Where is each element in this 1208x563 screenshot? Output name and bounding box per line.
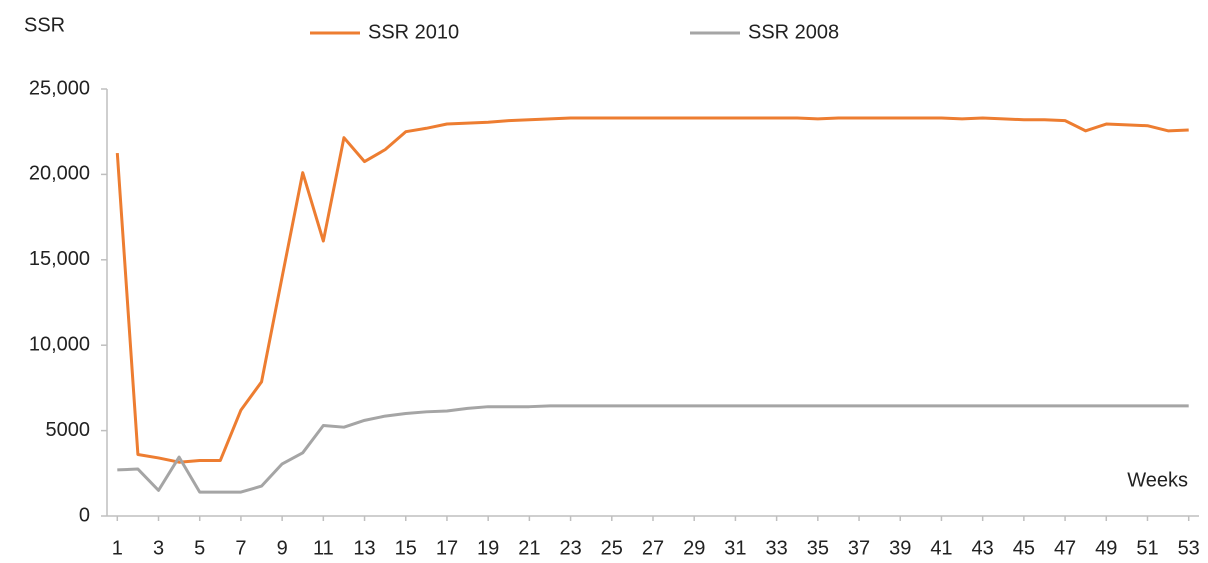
x-tick-label: 23 [559,537,581,559]
series-line [117,404,1189,494]
x-tick-label: 25 [601,537,623,559]
series-line [115,116,1189,464]
x-tick-label: 15 [395,537,417,559]
x-tick-label: 39 [889,537,911,559]
x-tick-label: 43 [972,537,994,559]
x-tick-label: 51 [1136,537,1158,559]
x-tick-label: 3 [153,537,164,559]
y-axis-label: SSR [24,14,65,36]
y-tick-label: 0 [79,504,90,526]
x-tick-label: 33 [765,537,787,559]
y-tick-label: 10,000 [29,333,90,355]
x-tick-label: 27 [642,537,664,559]
x-tick-label: 21 [518,537,540,559]
y-tick-label: 5000 [46,419,91,441]
x-tick-label: 7 [235,537,246,559]
x-axis-label: Weeks [1127,469,1188,491]
x-tick-label: 17 [436,537,458,559]
x-tick-label: 11 [313,537,334,559]
x-tick-label: 47 [1054,537,1076,559]
x-tick-label: 53 [1178,537,1200,559]
y-tick-label: 25,000 [29,77,90,99]
x-tick-label: 29 [683,537,705,559]
x-tick-label: 9 [277,537,288,559]
x-tick-label: 45 [1013,537,1035,559]
x-tick-label: 19 [477,537,499,559]
x-tick-label: 49 [1095,537,1117,559]
x-tick-label: 41 [930,537,952,559]
y-tick-label: 15,000 [29,248,90,270]
x-tick-label: 37 [848,537,870,559]
legend-label: SSR 2010 [368,21,459,43]
x-tick-label: 35 [807,537,829,559]
x-tick-label: 31 [724,537,746,559]
x-tick-label: 5 [194,537,205,559]
x-tick-label: 1 [112,537,123,559]
y-tick-label: 20,000 [29,163,90,185]
x-tick-label: 13 [353,537,375,559]
legend-label: SSR 2008 [748,21,839,43]
